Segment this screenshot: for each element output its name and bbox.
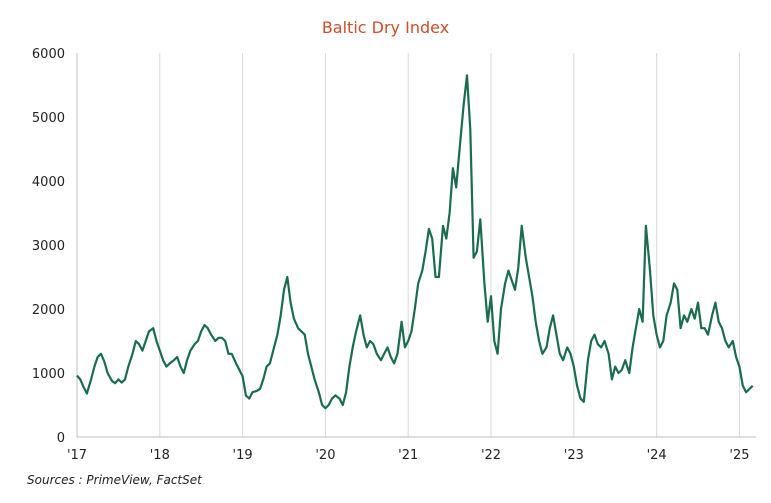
chart-title: Baltic Dry Index — [321, 18, 450, 37]
x-tick-label: '24 — [647, 448, 667, 463]
y-tick-label: 6000 — [32, 47, 65, 62]
y-tick-label: 5000 — [32, 111, 65, 126]
y-tick-label: 4000 — [32, 175, 65, 190]
x-tick-label: '23 — [564, 448, 584, 463]
y-tick-label: 3000 — [32, 239, 65, 254]
source-note: Sources : PrimeView, FactSet — [27, 473, 202, 487]
x-tick-label: '20 — [315, 448, 335, 463]
x-tick-label: '22 — [481, 448, 501, 463]
y-tick-label: 0 — [57, 431, 65, 446]
x-tick-label: '25 — [729, 448, 749, 463]
axes — [76, 53, 756, 438]
x-tick-label: '21 — [398, 448, 418, 463]
series-line — [76, 74, 754, 410]
x-tick-label: '17 — [67, 448, 87, 463]
x-tick-label: '19 — [233, 448, 253, 463]
x-tick-label: '18 — [150, 448, 170, 463]
series — [76, 74, 754, 410]
y-tick-label: 1000 — [32, 367, 65, 382]
tick-labels: '17 '18 '19 '20 '21 '22 '23 '24 '25 0 1000 2000 3000… — [32, 47, 750, 463]
y-tick-label: 2000 — [32, 303, 65, 318]
gridlines — [159, 53, 740, 437]
